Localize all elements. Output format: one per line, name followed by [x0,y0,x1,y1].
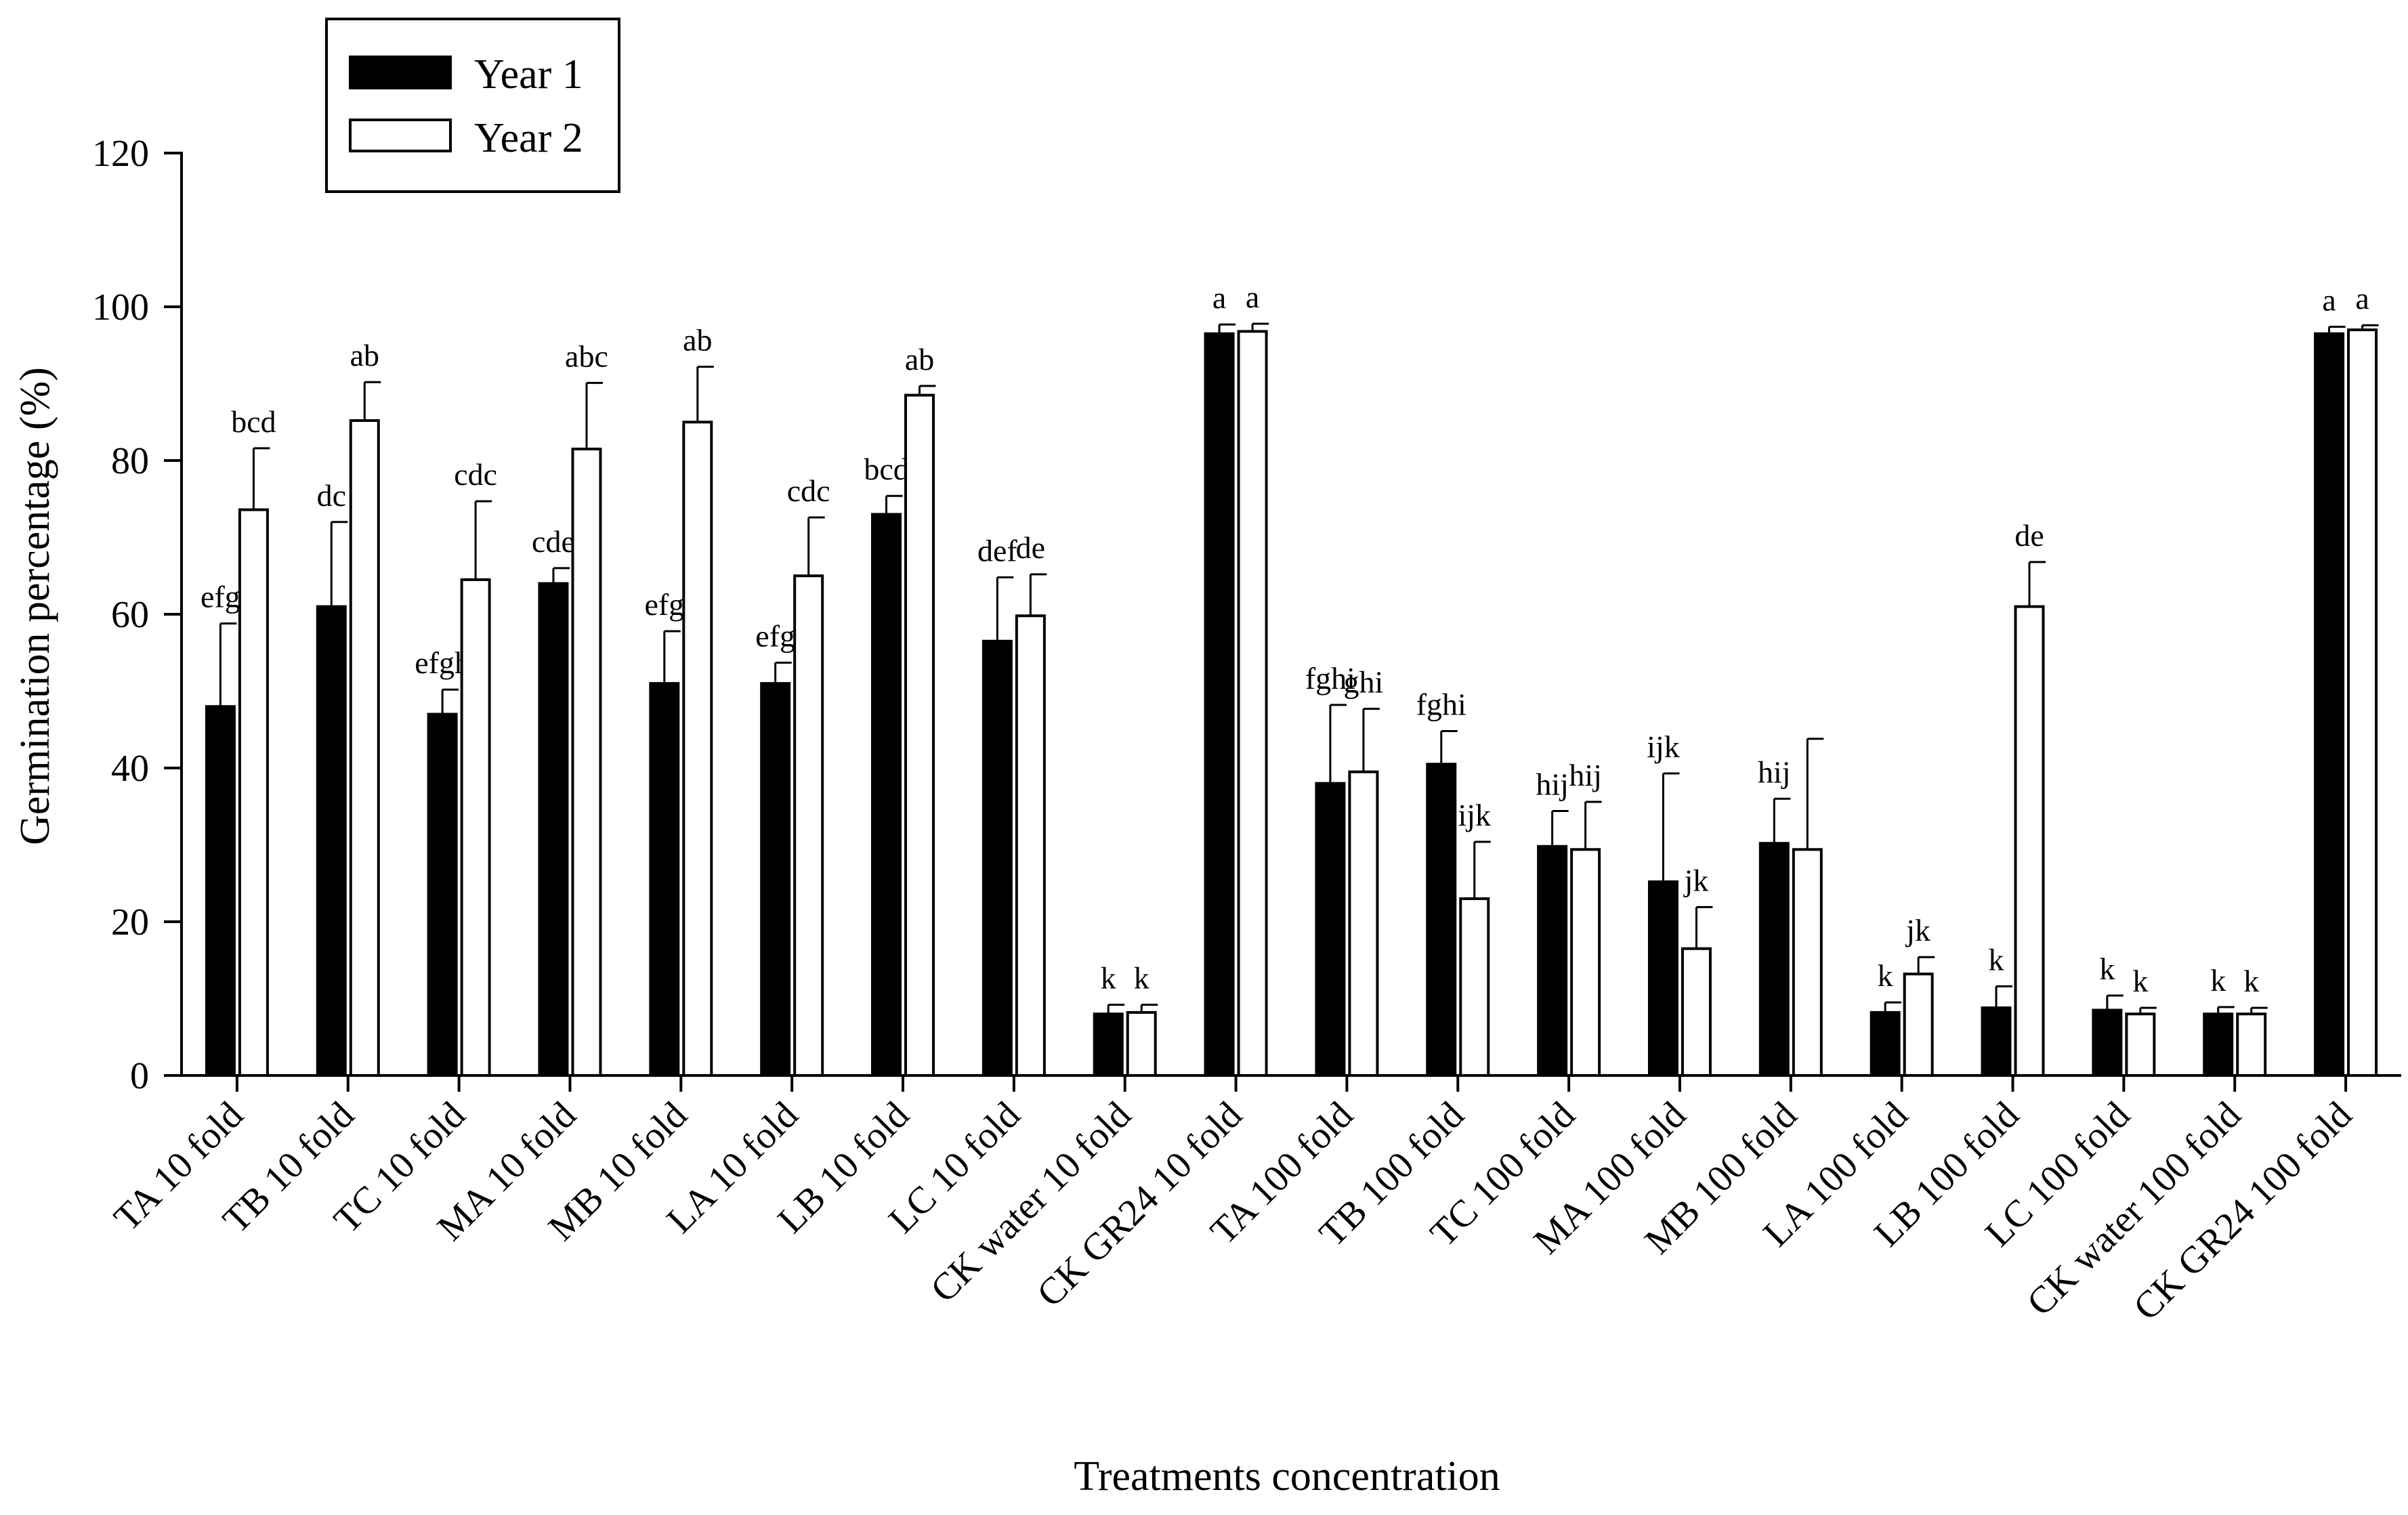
bar-year-1 [2314,332,2345,1077]
bar-year-1 [1981,1006,2012,1077]
bar-year-1 [1204,332,1235,1077]
significance-label: de [2014,518,2044,553]
significance-label: ghi [1344,665,1384,700]
bar-year-1 [871,513,902,1077]
significance-label: k [2210,963,2226,998]
legend-swatch-year-2 [349,119,452,152]
significance-label: ab [350,338,379,372]
significance-label: hij [1569,758,1602,792]
y-axis: 0 20 40 60 80 100 120 [92,133,183,1097]
legend-label-year-2: Year 2 [474,115,583,161]
bar-year-2 [349,419,380,1077]
significance-label: a [1246,280,1259,314]
bar-year-1 [1315,782,1346,1077]
y-tick-label: 60 [111,594,149,636]
significance-label: k [1134,961,1149,996]
bar-year-1 [1537,845,1568,1077]
significance-label: cde [532,524,575,559]
significance-label: hij [1758,754,1791,789]
significance-label: fghi [1416,687,1466,722]
bar-year-2 [2125,1012,2156,1077]
significance-label: jk [1905,913,1930,947]
significance-label: hij [1536,767,1569,802]
bar-year-2 [1237,330,1268,1077]
significance-label: bcd [864,452,908,486]
y-tick-label: 0 [130,1055,149,1097]
bar-year-2 [2236,1012,2267,1077]
bar-year-1 [2203,1012,2234,1077]
significance-label: ab [905,342,934,377]
significance-label: dc [317,478,346,513]
significance-label: k [2099,952,2115,986]
legend-box [325,18,620,193]
y-tick-label: 80 [111,440,149,482]
bar-year-2 [1459,897,1490,1077]
bar-year-1 [427,712,458,1077]
bar-year-1 [316,605,347,1077]
significance-label: jk [1683,863,1709,897]
significance-label: cdc [454,457,497,492]
significance-label: efg [755,619,795,654]
significance-label: a [2322,283,2336,318]
y-tick-label: 40 [111,748,149,790]
bar-year-1 [1758,842,1790,1077]
bar-year-1 [981,639,1013,1077]
bar-year-2 [1015,614,1046,1077]
bar-year-1 [1426,763,1457,1077]
significance-label: cdc [787,473,830,508]
bar-year-1 [2092,1008,2123,1077]
significance-label: k [1989,942,2004,977]
significance-label: ab [683,323,712,358]
y-axis-title: Germination percentage (%) [12,367,58,845]
y-tick-label: 120 [92,133,149,175]
significance-label: ijk [1458,798,1491,832]
bar-year-2 [2014,605,2045,1077]
significance-label: def [977,534,1017,568]
bar-year-2 [904,393,935,1077]
bar-year-1 [760,682,791,1077]
y-tick-label: 100 [92,286,149,328]
bar-year-2 [460,578,491,1077]
significance-label: k [2132,964,2148,998]
bar-year-1 [1647,880,1678,1077]
significance-label: k [1101,961,1116,996]
bar-year-2 [1570,848,1601,1077]
bar-year-2 [238,508,269,1077]
bar-year-1 [1870,1010,1901,1077]
legend-label-year-1: Year 1 [474,51,583,98]
significance-label: a [1212,280,1226,315]
significance-label: fghi [1305,661,1355,696]
bar-year-2 [1903,973,1934,1077]
bar-year-2 [2347,328,2378,1077]
bar-year-2 [571,447,602,1077]
significance-label: k [2243,964,2259,998]
significance-label: ijk [1647,729,1680,764]
bar-year-2 [793,574,824,1077]
significance-label: efg [200,580,240,614]
x-category-label: CK water 10 fold [923,1094,1139,1310]
x-axis-title: Treatments concentration [1074,1453,1500,1499]
significance-label: efg [644,587,684,622]
significance-label: de [1016,530,1045,565]
significance-label: abc [565,339,608,373]
bar-year-2 [1681,947,1712,1077]
significance-label: bcd [231,404,276,439]
significance-label: a [2355,281,2369,316]
bar-year-1 [538,582,569,1077]
plot-area: efgbcddcabefghcdccdeabcefgabefgcdcbcdabd… [200,280,2379,1077]
bar-year-2 [1126,1010,1157,1077]
legend: Year 1 Year 2 [325,18,620,193]
bar-year-1 [1093,1012,1124,1077]
significance-label: k [1878,958,1893,993]
y-tick-label: 20 [111,901,149,943]
bar-year-2 [1348,770,1379,1077]
bar-year-1 [649,682,680,1077]
legend-swatch-year-1 [349,56,452,89]
bar-year-2 [1792,848,1823,1077]
x-category-label: CK GR24 10 fold [1029,1094,1250,1315]
bar-year-1 [205,705,236,1077]
bar-year-2 [682,421,713,1077]
